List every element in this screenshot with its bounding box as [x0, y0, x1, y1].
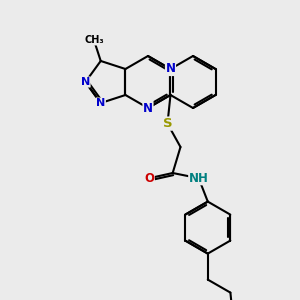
Text: CH₃: CH₃ — [84, 35, 104, 45]
Text: N: N — [81, 77, 90, 87]
Text: N: N — [143, 101, 153, 115]
Text: S: S — [163, 117, 172, 130]
Text: N: N — [96, 98, 105, 108]
Text: N: N — [166, 62, 176, 76]
Text: NH: NH — [189, 172, 208, 185]
Text: O: O — [144, 172, 154, 185]
